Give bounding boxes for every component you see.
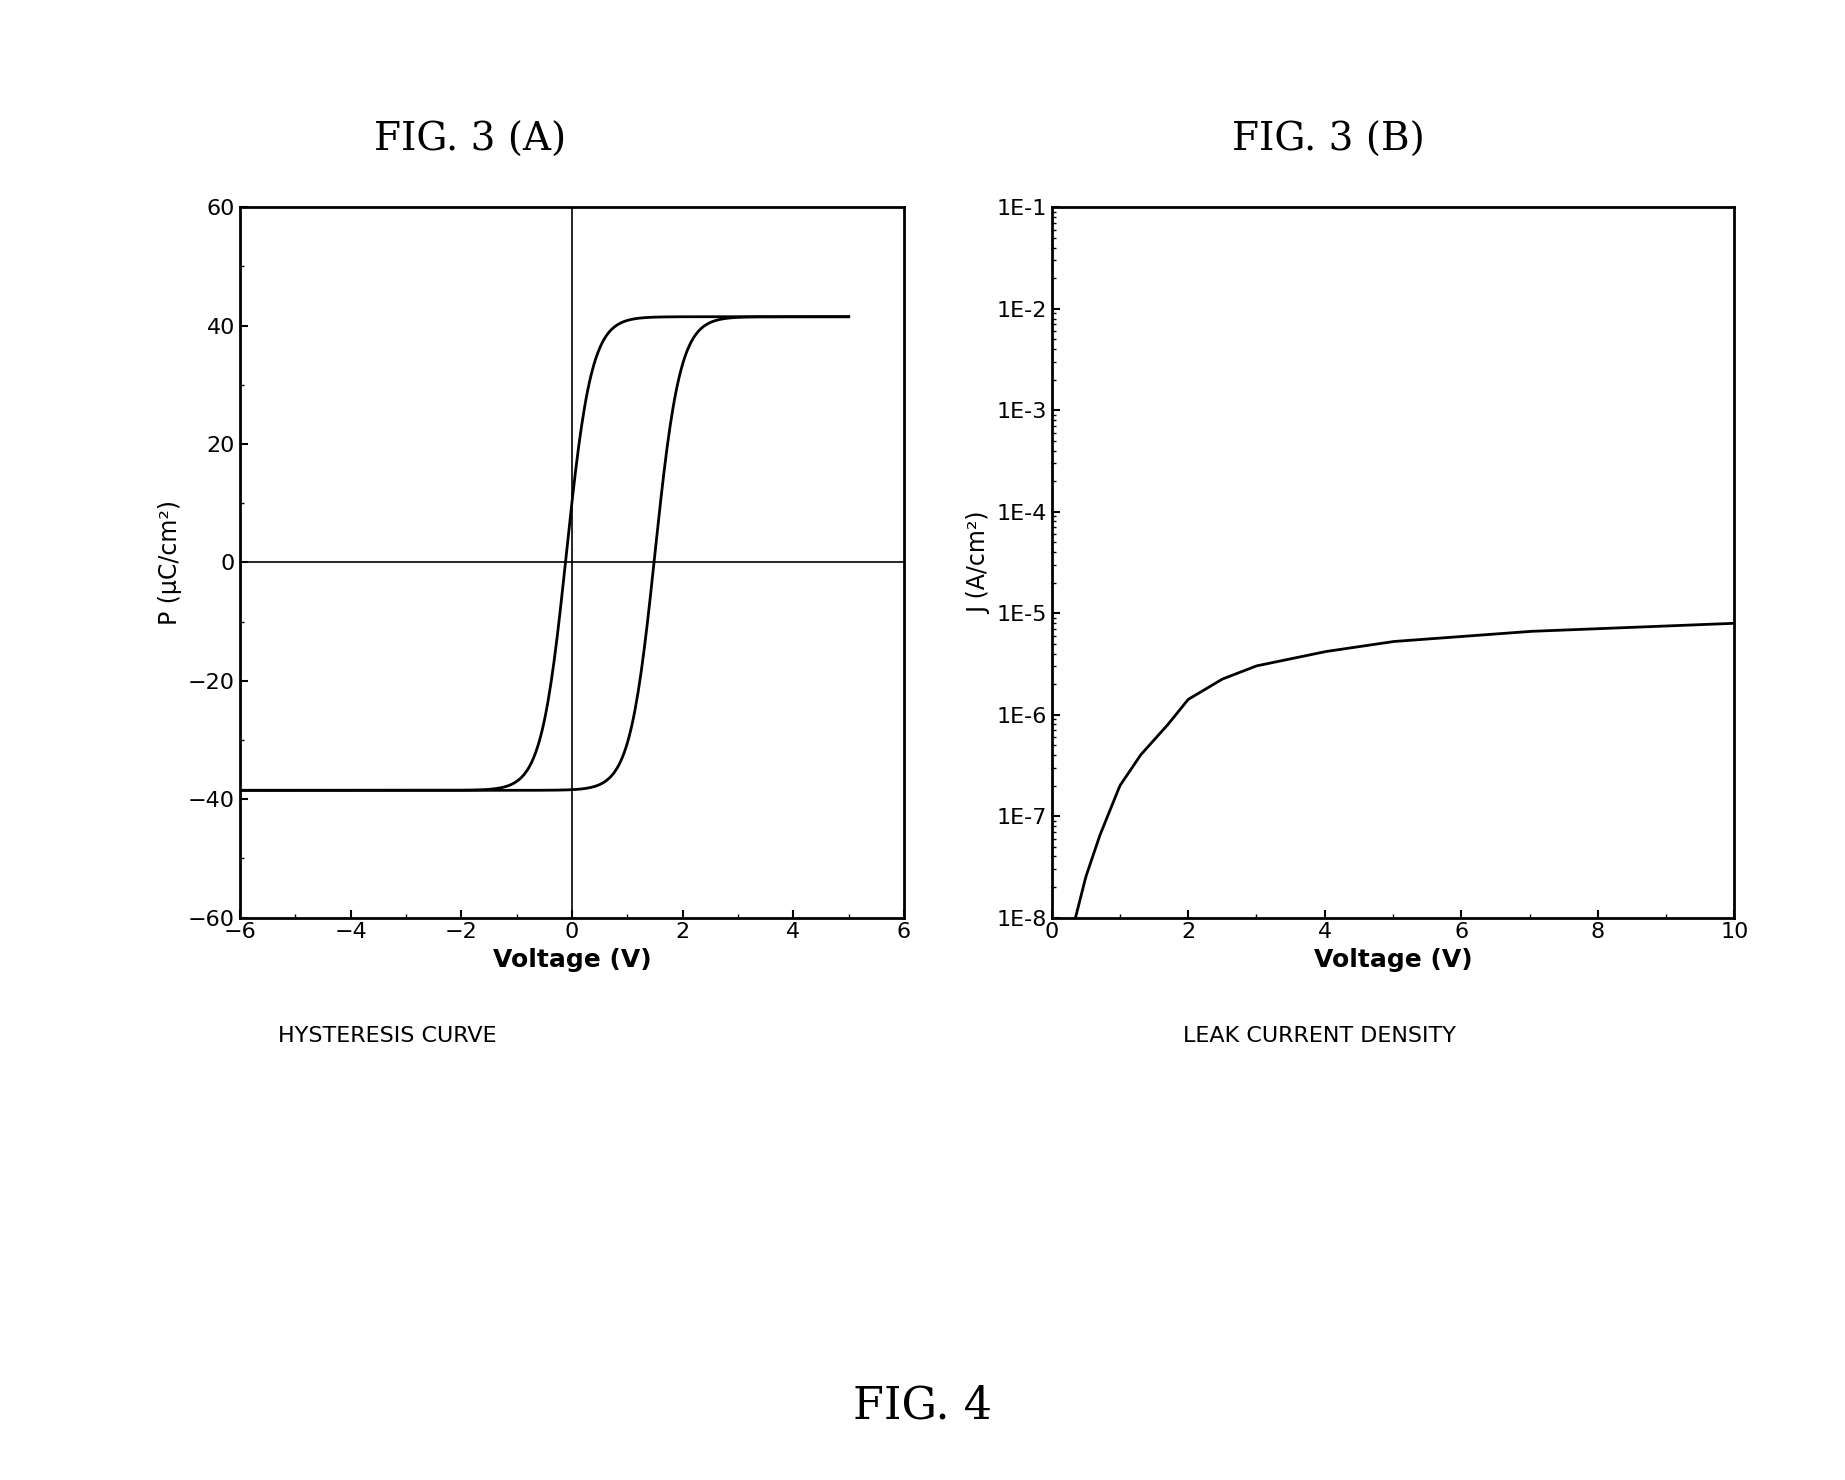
Text: FIG. 4: FIG. 4 bbox=[852, 1384, 993, 1428]
Y-axis label: P (μC/cm²): P (μC/cm²) bbox=[159, 500, 183, 625]
X-axis label: Voltage (V): Voltage (V) bbox=[493, 949, 651, 972]
Text: LEAK CURRENT DENSITY: LEAK CURRENT DENSITY bbox=[1183, 1026, 1456, 1046]
Text: FIG. 3 (A): FIG. 3 (A) bbox=[375, 121, 566, 158]
X-axis label: Voltage (V): Voltage (V) bbox=[1314, 949, 1472, 972]
Text: HYSTERESIS CURVE: HYSTERESIS CURVE bbox=[279, 1026, 496, 1046]
Y-axis label: J (A/cm²): J (A/cm²) bbox=[967, 511, 991, 614]
Text: FIG. 3 (B): FIG. 3 (B) bbox=[1232, 121, 1424, 158]
